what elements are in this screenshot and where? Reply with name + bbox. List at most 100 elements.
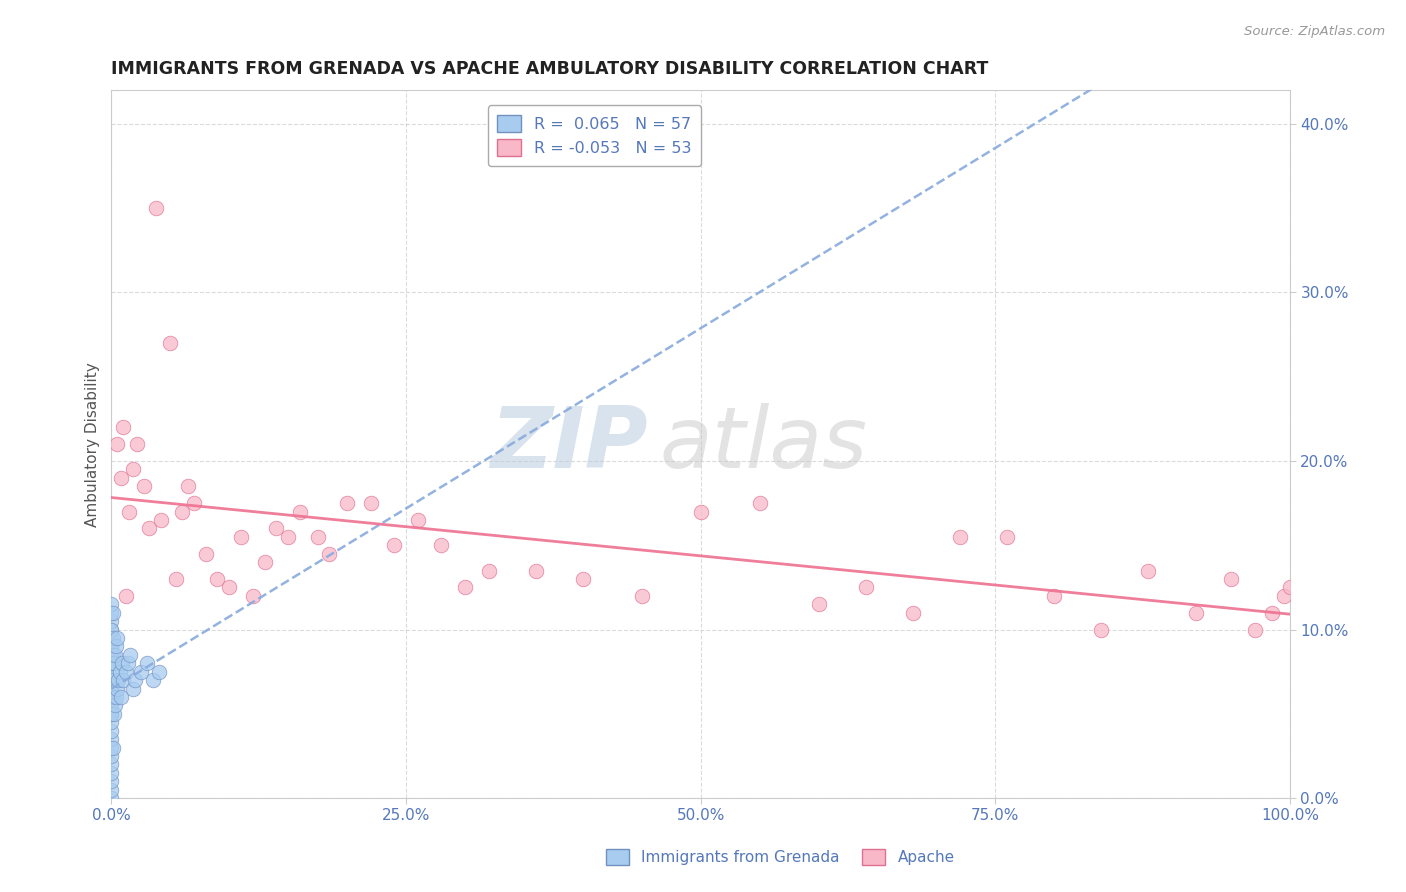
Point [1220,572,1243,586]
Point [121,681,143,696]
Point [194,547,217,561]
Point [124,673,146,687]
Point [218,581,240,595]
Point [207,572,229,586]
Legend: Immigrants from Grenada, Apache: Immigrants from Grenada, Apache [600,843,960,871]
Text: atlas: atlas [659,402,868,485]
Point [134,479,156,493]
Text: ZIP: ZIP [491,402,648,485]
Point [120,648,142,662]
Point [105,690,128,704]
Point [572,572,595,586]
Point [1243,623,1265,637]
Point [336,496,359,510]
Point [172,505,194,519]
Point [100,606,122,620]
Point [101,648,124,662]
Point [242,589,264,603]
Text: IMMIGRANTS FROM GRENADA VS APACHE AMBULATORY DISABILITY CORRELATION CHART: IMMIGRANTS FROM GRENADA VS APACHE AMBULA… [111,60,988,78]
Point [100,690,122,704]
Point [100,657,122,671]
Point [477,564,499,578]
Point [630,589,652,603]
Point [100,665,122,679]
Point [177,479,200,493]
Point [149,513,172,527]
Point [277,530,299,544]
Point [107,673,129,687]
Point [108,665,131,679]
Point [100,657,122,671]
Point [689,505,711,519]
Point [100,648,122,662]
Point [100,640,122,654]
Point [101,690,124,704]
Point [1043,589,1066,603]
Point [101,631,124,645]
Point [100,765,122,780]
Point [949,530,972,544]
Point [100,673,122,687]
Point [114,665,136,679]
Point [142,673,165,687]
Point [135,657,157,671]
Point [101,606,124,620]
Point [183,496,205,510]
Point [100,614,122,628]
Point [100,706,122,721]
Point [1090,623,1112,637]
Point [100,623,122,637]
Point [112,420,135,434]
Point [100,597,122,611]
Point [382,538,405,552]
Point [1184,606,1206,620]
Point [110,471,132,485]
Point [110,690,132,704]
Point [524,564,547,578]
Point [117,657,139,671]
Point [104,648,127,662]
Legend: R =  0.065   N = 57, R = -0.053   N = 53: R = 0.065 N = 57, R = -0.053 N = 53 [488,105,702,166]
Point [103,706,125,721]
Point [165,572,187,586]
Point [145,201,167,215]
Point [100,748,122,763]
Point [229,530,252,544]
Point [100,715,122,730]
Point [100,757,122,772]
Point [1278,581,1301,595]
Point [100,698,122,713]
Point [100,623,122,637]
Point [103,657,125,671]
Point [266,521,288,535]
Point [100,774,122,789]
Point [901,606,924,620]
Point [105,681,128,696]
Point [100,740,122,755]
Point [100,782,122,797]
Point [100,681,122,696]
Point [307,530,329,544]
Point [101,740,124,755]
Point [1137,564,1160,578]
Point [253,555,276,569]
Point [855,581,877,595]
Y-axis label: Ambulatory Disability: Ambulatory Disability [86,362,100,526]
Point [105,437,128,451]
Point [318,547,340,561]
Point [100,732,122,747]
Point [100,690,122,704]
Point [105,631,128,645]
Point [105,640,128,654]
Point [138,521,160,535]
Point [1261,606,1284,620]
Point [114,589,136,603]
Point [995,530,1018,544]
Point [148,665,170,679]
Point [111,657,134,671]
Point [406,513,429,527]
Point [430,538,453,552]
Point [129,665,152,679]
Point [1272,589,1295,603]
Point [104,698,127,713]
